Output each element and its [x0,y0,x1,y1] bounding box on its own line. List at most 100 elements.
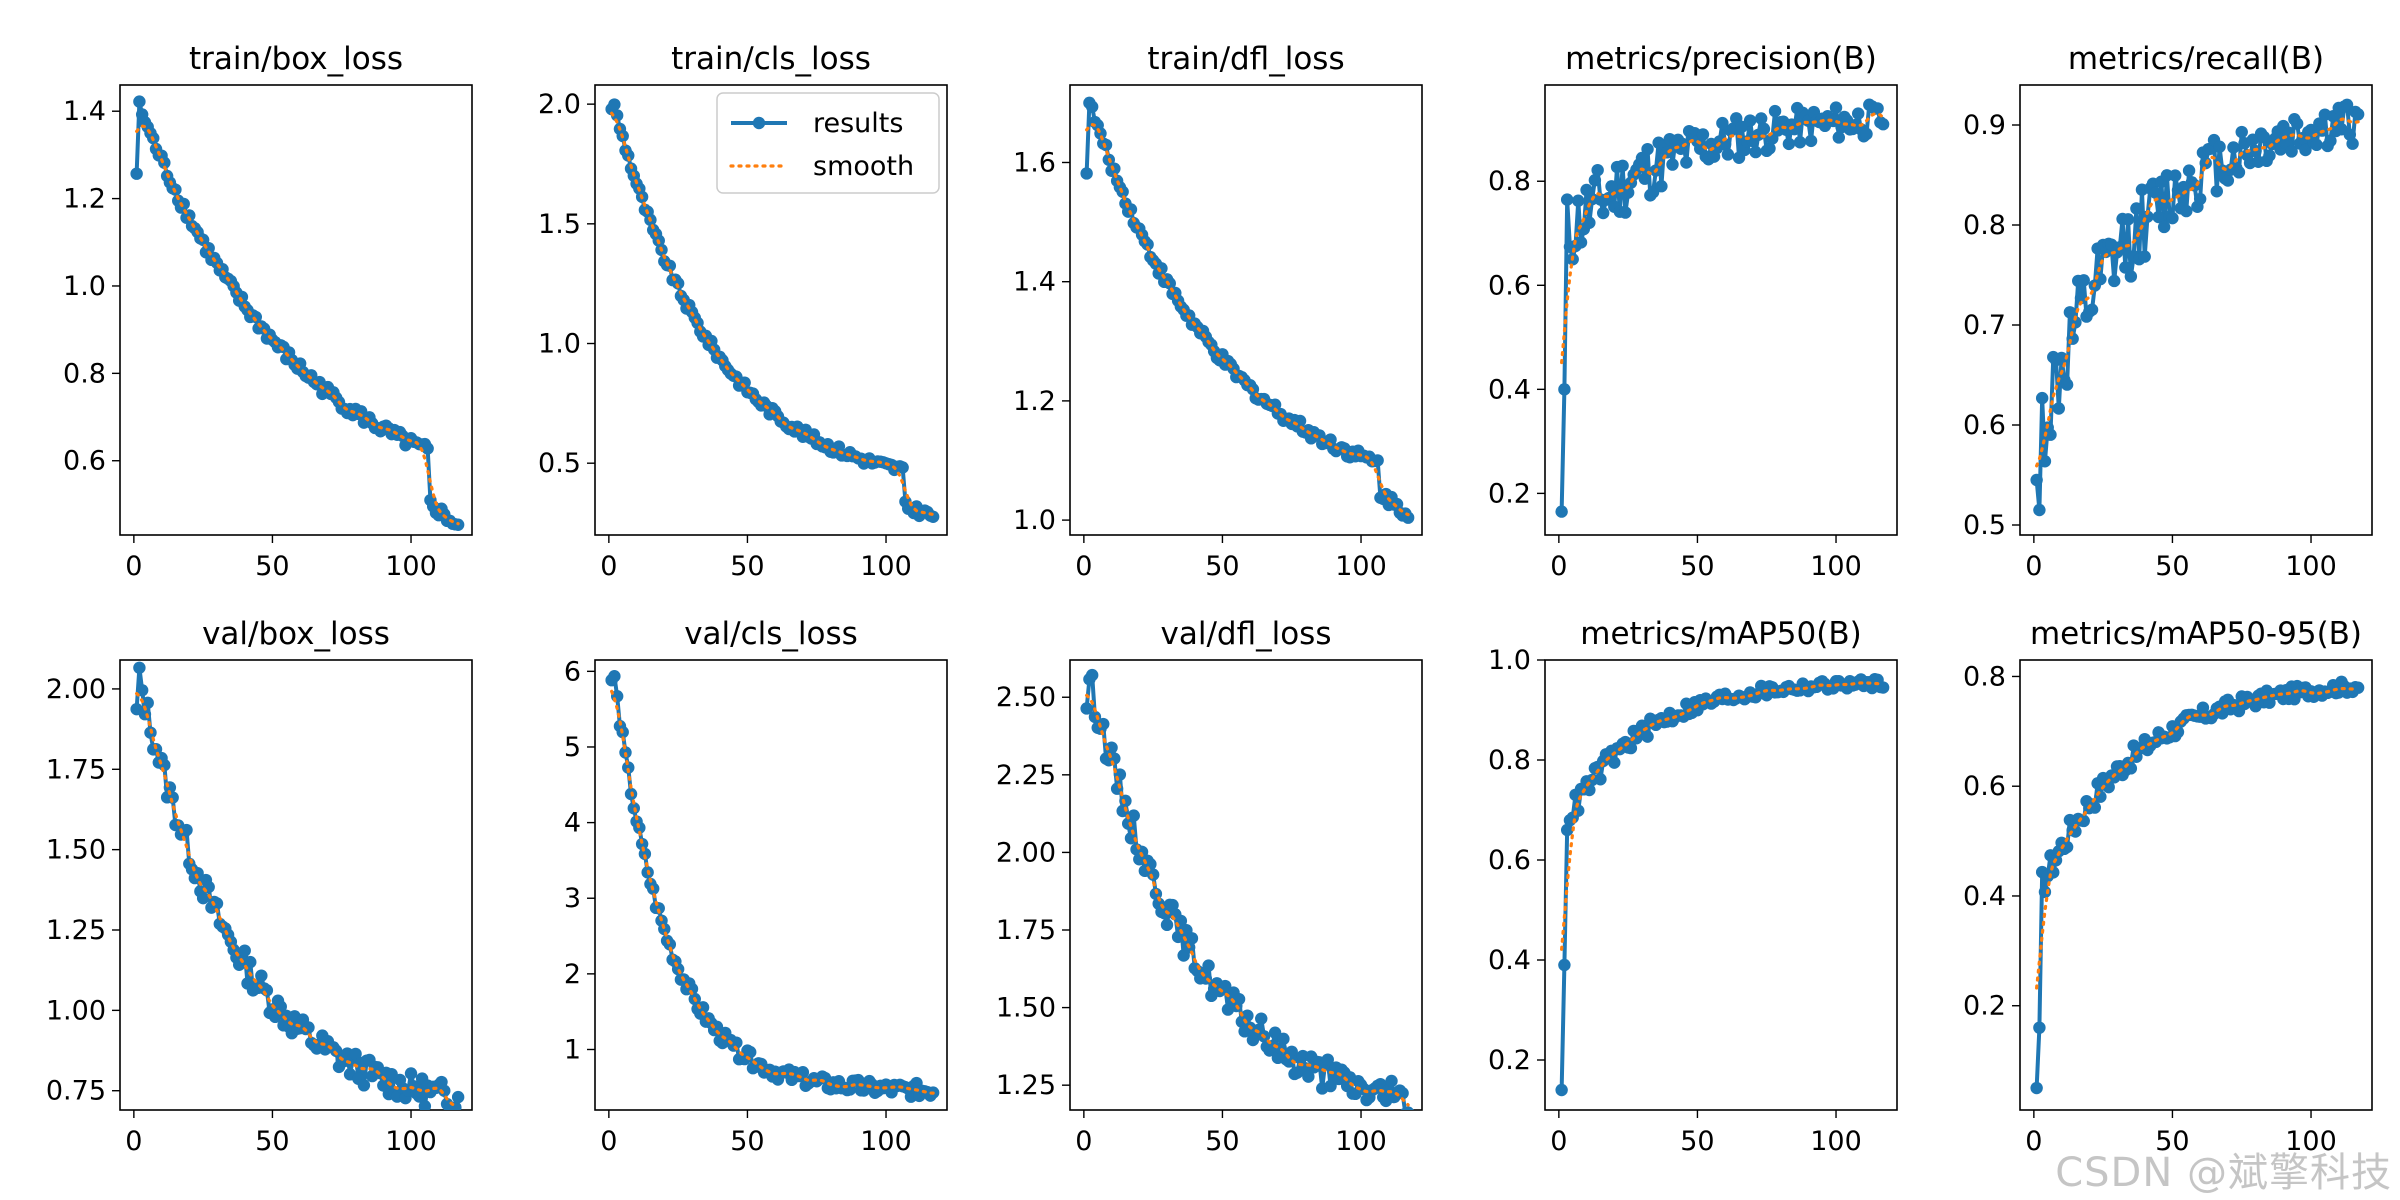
results-point [418,1100,432,1110]
results-point [1080,702,1093,715]
results-line [1084,673,1407,1110]
x-tick-label: 50 [1680,551,1714,582]
results-point [1696,128,1710,141]
results-point [1127,809,1140,822]
results-point [1160,918,1174,932]
axes-frame [594,84,948,536]
results-point [2088,801,2102,814]
y-tick-label: 1.2 [63,184,106,215]
results-point [1655,180,1668,193]
results-point [1660,146,1674,159]
x-tick-label: 50 [1205,551,1239,582]
y-tick-label: 0.4 [1488,374,1531,405]
results-point [1144,857,1157,871]
results-point [421,442,434,455]
subplot-title: val/box_loss [202,616,390,652]
y-tick-label: 0.6 [1488,845,1531,876]
results-point [274,1000,287,1013]
results-point [2182,164,2196,177]
results-point [2124,270,2138,283]
axes-frame [1544,659,1898,1111]
results-point [1155,262,1168,275]
subplot-8: val/dfl_loss 0 50 100 1.25 1.50 1.75 2.00 2.25 2.… [996,616,1423,1157]
results-point [1597,206,1610,220]
results-point [2038,455,2052,468]
results-point [2074,291,2088,305]
y-tick-label: 0.7 [1963,310,2006,341]
x-tick-label: 0 [125,1126,142,1157]
smooth-line [1085,122,1410,517]
results-point [744,1045,757,1059]
results-point [1572,194,1585,207]
results-point [1793,136,1807,149]
results-point [1277,1032,1290,1046]
results-point [2085,303,2099,316]
smooth-line [1085,693,1410,1107]
x-tick-label: 50 [2155,551,2189,582]
results-point [2033,1021,2046,1034]
results-point [638,847,652,861]
results-point [1560,823,1574,837]
results-point [1852,107,1865,120]
subplot-5: metrics/recall(B) 0 50 100 0.5 0.6 0.7 0.8 0.9 [1963,41,2373,582]
x-tick-label: 100 [385,551,437,582]
plot-area [130,95,465,531]
results-point [635,837,649,851]
results-point [1185,932,1199,945]
x-tick-label: 50 [1205,1126,1239,1157]
results-point [1749,145,1762,159]
results-point [2077,274,2090,287]
subplot-title: val/cls_loss [684,616,858,652]
results-point [133,95,146,108]
results-point [1860,127,1873,141]
x-tick-label: 0 [1550,551,1567,582]
results-point [1718,138,1732,151]
subplot-2: train/cls_loss 0 50 100 0.5 1.0 1.5 2.0 results s… [538,41,948,582]
results-point [130,167,143,180]
results-point [1255,1012,1268,1025]
results-point [1282,1055,1296,1068]
y-tick-label: 1.0 [538,329,581,360]
results-point [1588,174,1602,187]
results-point [622,761,635,774]
y-tick-label: 0.8 [1963,210,2006,241]
subplot-title: metrics/mAP50-95(B) [2030,616,2362,652]
results-point [2149,186,2163,200]
x-tick-label: 0 [1550,1126,1567,1157]
y-tick-label: 0.6 [1488,270,1531,301]
subplot-title: metrics/mAP50(B) [1580,616,1861,652]
y-tick-label: 5 [564,732,581,763]
results-point [1085,100,1099,113]
results-point [1641,142,1654,156]
axes-frame [119,84,473,536]
y-tick-label: 2 [564,959,581,990]
y-tick-label: 2.00 [46,674,106,705]
results-point [2232,166,2246,179]
y-tick-label: 1.0 [63,271,106,302]
results-point [1871,102,1884,115]
x-tick-label: 100 [860,551,912,582]
subplot-title: train/cls_loss [671,41,871,77]
watermark-text: CSDN @斌擎科技 [2055,1150,2392,1196]
results-point [1876,681,1890,694]
smooth-line [610,689,935,1095]
results-line [1559,102,1885,512]
results-point [1401,511,1415,524]
results-point [2221,174,2235,187]
results-point [238,944,251,957]
y-tick-label: 1.50 [46,835,106,866]
x-tick-label: 100 [2285,551,2337,582]
x-tick-label: 0 [1075,1126,1092,1157]
results-point [2152,210,2165,224]
results-point [2130,202,2143,215]
axes-frame [2019,84,2373,536]
results-point [2038,885,2052,899]
results-point [1080,167,1093,180]
results-point [255,969,268,982]
y-tick-label: 0.4 [1488,945,1531,976]
results-point [608,670,621,683]
results-point [658,922,671,936]
results-point [2310,138,2323,152]
subplot-4: metrics/precision(B) 0 50 100 0.2 0.4 0.6 0.8 [1488,41,1898,582]
results-point [1616,159,1629,172]
